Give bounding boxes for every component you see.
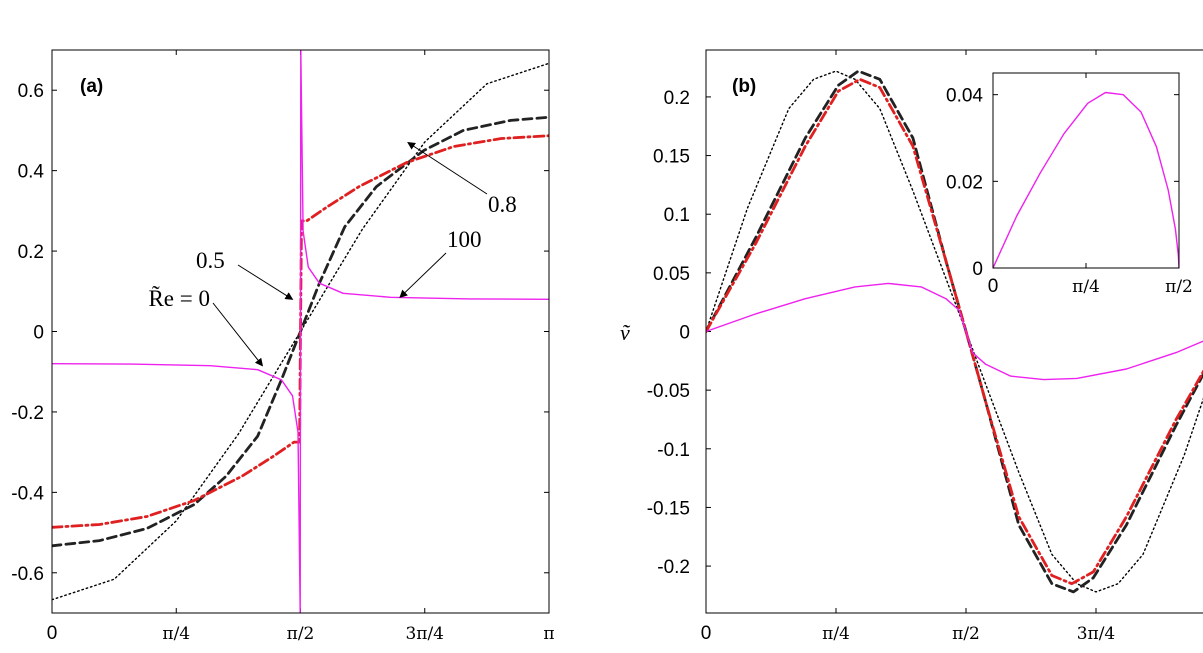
y-tick-label: 0.1 [664,205,690,226]
panel-b: ṽ 0.2 0.15 0.1 0.05 0 -0.05 -0.1 -0.15 -0.2 0 π/4… [620,49,1203,644]
y-tick-label: 0 [33,323,44,344]
panel-a-frame [51,49,550,614]
series-100-line [52,50,549,613]
x-tick-label: π/4 [1072,277,1100,297]
y-tick-label: 0.4 [18,162,45,183]
y-tick-label: -0.05 [647,381,690,402]
panel-b-frame [705,49,1203,614]
annotation-label: 0.8 [488,192,517,217]
x-tick-label: π/2 [287,624,315,644]
y-tick-label: 0.2 [18,242,44,263]
y-tick-label: 0 [679,323,690,344]
x-tick-label: 0 [47,623,58,644]
x-tick-label: 0 [701,623,712,644]
x-tick-label: π/4 [822,624,850,644]
x-tick-label: 3π/4 [405,624,444,644]
y-tick-label: 0.15 [653,147,690,168]
series-100-line [993,91,1179,268]
annotation-arrow [407,141,488,195]
panel-a-label: (a) [80,76,103,97]
annotation-arrow [399,252,447,299]
series-100-line [706,282,1203,381]
y-tick-label: -0.4 [11,483,44,504]
y-tick-label: 0 [972,259,983,280]
annotation-label: 100 [447,227,482,252]
panel-b-ylabel: ṽ [620,320,631,345]
y-tick-label: 0.2 [664,88,690,109]
y-tick-label: -0.2 [657,557,690,578]
y-tick-label: 0.02 [946,172,983,193]
panel-b-inset: 0 0.02 0.04 0 π/4 π/2 [946,72,1193,297]
annotation-label: 0.5 [196,248,225,273]
y-tick-label: 0.04 [946,86,983,107]
y-tick-label: 0.05 [653,264,690,285]
y-tick-label: 0.6 [18,81,44,102]
y-tick-label: -0.1 [657,440,690,461]
annotation-arrow [237,264,294,300]
x-tick-label: π/2 [1165,277,1193,297]
y-tick-label: -0.15 [647,498,690,519]
panel-a: 0.60.40.20-0.2-0.4-0.6 0 π/4 π/2 3π/4 π (a) … [11,49,555,644]
panel-b-label: (b) [732,76,756,97]
y-tick-label: -0.6 [11,564,44,585]
annotation-label: R̃e = 0 [148,284,210,311]
x-tick-label: π/2 [952,624,980,644]
x-tick-label: 0 [988,276,999,297]
x-tick-label: π [543,624,554,644]
x-tick-label: 3π/4 [1077,624,1116,644]
annotation-arrow [212,302,264,367]
series-0-8-line [52,134,549,529]
y-tick-label: -0.2 [11,403,44,424]
x-tick-label: π/4 [162,624,190,644]
